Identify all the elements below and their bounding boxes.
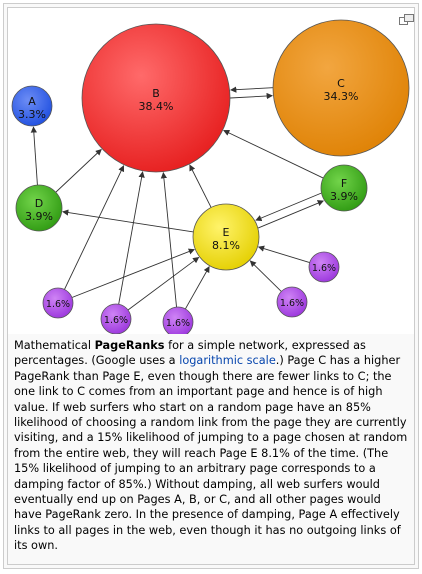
node-value: 1.6% <box>280 298 304 309</box>
node-unlabeled: 1.6% <box>308 251 340 283</box>
node-circle <box>276 286 308 318</box>
caption-text-2: for a simple network, expressed as perce… <box>14 339 366 368</box>
node-circle <box>272 19 410 157</box>
node-circle <box>308 251 340 283</box>
graph-edge <box>249 260 282 292</box>
node-letter: A <box>28 95 36 108</box>
pagerank-graph[interactable]: A 3.3% B 38.4% C 34.3% D 3.9% E 8.1% F 3.9% 1.6% 1.6%… <box>8 8 414 338</box>
graph-edge <box>30 126 38 186</box>
node-circle <box>42 287 74 319</box>
graph-edge <box>160 172 177 308</box>
image-thumbnail-inner: A 3.3% B 38.4% C 34.3% D 3.9% E 8.1% F 3.9% 1.6% 1.6%… <box>7 7 415 565</box>
node-value: 38.4% <box>139 100 174 113</box>
graph-edge <box>230 92 273 100</box>
node-d: D3.9% <box>15 184 63 232</box>
graph-edge <box>255 192 322 222</box>
node-circle <box>320 164 368 212</box>
node-value: 1.6% <box>166 318 190 329</box>
node-value: 3.9% <box>25 210 53 223</box>
logarithmic-scale-link[interactable]: logarithmic scale <box>179 354 276 368</box>
node-value: 3.3% <box>18 108 46 121</box>
node-value: 1.6% <box>46 299 70 310</box>
caption-text-1: Mathematical <box>14 339 95 352</box>
node-circle <box>15 184 63 232</box>
enlarge-icon[interactable] <box>399 10 414 25</box>
node-unlabeled: 1.6% <box>276 286 308 318</box>
graph-nodes: A3.3%B38.4%C34.3%D3.9%E8.1%F3.9%1.6%1.6%… <box>11 19 410 338</box>
node-f: F3.9% <box>320 164 368 212</box>
graph-edge <box>55 148 102 193</box>
node-letter: C <box>337 77 345 90</box>
node-a: A3.3% <box>11 85 53 127</box>
node-value: 8.1% <box>212 239 240 252</box>
graph-edge <box>223 129 324 179</box>
node-unlabeled: 1.6% <box>42 287 74 319</box>
graph-edge <box>189 164 212 208</box>
image-caption: Mathematical PageRanks for a simple netw… <box>14 338 409 554</box>
node-c: C34.3% <box>272 19 410 157</box>
node-letter: D <box>35 197 43 210</box>
node-value: 34.3% <box>324 90 359 103</box>
caption-text-3: .) Page C has a higher PageRank than Pag… <box>14 354 408 553</box>
node-value: 1.6% <box>312 263 336 274</box>
node-unlabeled: 1.6% <box>100 303 132 335</box>
graph-edge <box>118 171 145 305</box>
node-b: B38.4% <box>81 23 231 173</box>
node-letter: B <box>152 87 160 100</box>
graph-edges <box>30 86 324 311</box>
graph-edge <box>257 245 310 264</box>
node-circle <box>81 23 231 173</box>
node-circle <box>11 85 53 127</box>
node-value: 1.6% <box>104 315 128 326</box>
node-value: 3.9% <box>330 190 358 203</box>
node-letter: F <box>341 177 347 190</box>
pagerank-graph-svg: A3.3%B38.4%C34.3%D3.9%E8.1%F3.9%1.6%1.6%… <box>11 19 410 338</box>
node-e: E8.1% <box>192 203 260 271</box>
caption-bold-term: PageRanks <box>94 339 165 352</box>
graph-edge <box>257 200 324 229</box>
graph-edge <box>230 86 273 93</box>
graph-edge <box>71 248 195 298</box>
graph-edge <box>62 209 194 233</box>
node-circle <box>192 203 260 271</box>
graph-edge <box>184 266 210 310</box>
image-thumbnail-frame: A 3.3% B 38.4% C 34.3% D 3.9% E 8.1% F 3.9% 1.6% 1.6%… <box>3 3 419 569</box>
node-unlabeled: 1.6% <box>162 306 194 338</box>
graph-edge <box>127 256 200 311</box>
graph-edge <box>64 165 125 290</box>
node-letter: E <box>223 226 230 239</box>
